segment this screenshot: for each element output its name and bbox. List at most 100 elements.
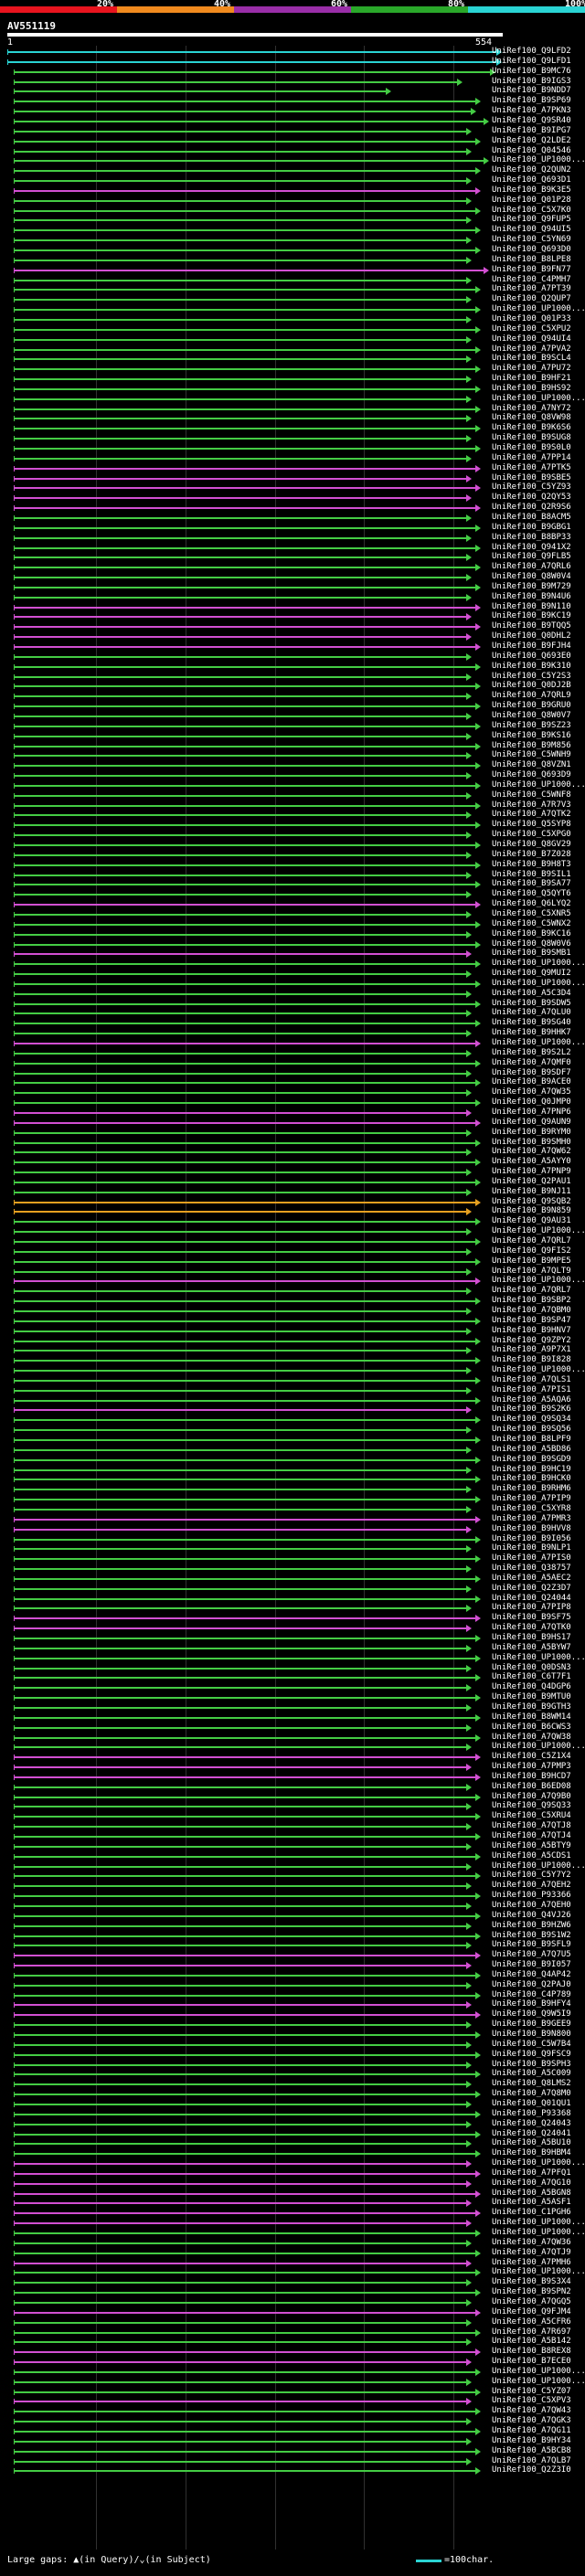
hit-label[interactable]: UniRef100_A5BTY9 [492,1840,571,1850]
hit-row[interactable]: UniRef100_C4PMH7 [0,275,585,286]
hit-label[interactable]: UniRef100_B9SCL4 [492,354,571,364]
hit-row[interactable]: UniRef100_B9FN77 [0,265,585,276]
hit-label[interactable]: UniRef100_B9HC19 [492,1464,571,1474]
hit-row[interactable]: UniRef100_C5XPG0 [0,830,585,841]
hit-label[interactable]: UniRef100_A7PIP8 [492,1603,571,1613]
hit-label[interactable]: UniRef100_B9K6S6 [492,423,571,433]
hit-row[interactable]: UniRef100_B9MC76 [0,67,585,78]
hit-label[interactable]: UniRef100_Q9SQ33 [492,1801,571,1811]
hit-row[interactable]: UniRef100_B9HFY4 [0,1999,585,2010]
hit-row[interactable]: UniRef100_A7QTJ4 [0,1831,585,1842]
hit-label[interactable]: UniRef100_Q693D0 [492,245,571,254]
hit-label[interactable]: UniRef100_B9SG40 [492,1018,571,1028]
hit-label[interactable]: UniRef100_A7QTJ4 [492,1831,571,1840]
hit-row[interactable]: UniRef100_B9NJ11 [0,1187,585,1198]
hit-label[interactable]: UniRef100_Q01P33 [492,313,571,323]
hit-label[interactable]: UniRef100_B9SDW5 [492,998,571,1008]
hit-label[interactable]: UniRef100_B9SZ23 [492,720,571,730]
hit-label[interactable]: UniRef100_UP1000... [492,2158,585,2168]
hit-label[interactable]: UniRef100_A7Q9B0 [492,1791,571,1801]
hit-row[interactable]: UniRef100_Q9SQ33 [0,1801,585,1812]
hit-row[interactable]: UniRef100_UP1000... [0,2158,585,2169]
hit-row[interactable]: UniRef100_A7QW43 [0,2406,585,2417]
hit-row[interactable]: UniRef100_Q8W0V7 [0,711,585,722]
hit-row[interactable]: UniRef100_Q2PAJ0 [0,1979,585,1991]
hit-row[interactable]: UniRef100_B9I056 [0,1534,585,1545]
hit-row[interactable]: UniRef100_B9SF75 [0,1613,585,1624]
hit-label[interactable]: UniRef100_B9TQQ5 [492,621,571,631]
hit-label[interactable]: UniRef100_C5YZ07 [492,2386,571,2396]
hit-label[interactable]: UniRef100_C5Y2S3 [492,671,571,681]
hit-label[interactable]: UniRef100_Q2PAJ0 [492,1979,571,1989]
hit-label[interactable]: UniRef100_B9FJH4 [492,641,571,651]
hit-label[interactable]: UniRef100_Q01P28 [492,195,571,205]
hit-label[interactable]: UniRef100_B9IPG7 [492,125,571,135]
hit-row[interactable]: UniRef100_B9KC16 [0,929,585,940]
hit-label[interactable]: UniRef100_A7QLB7 [492,2455,571,2465]
hit-label[interactable]: UniRef100_Q38757 [492,1564,571,1574]
hit-label[interactable]: UniRef100_B9HBM4 [492,2148,571,2158]
hit-row[interactable]: UniRef100_A7Q7U5 [0,1950,585,1961]
hit-row[interactable]: UniRef100_B8BP33 [0,532,585,544]
hit-row[interactable]: UniRef100_Q4DGP6 [0,1682,585,1693]
hit-label[interactable]: UniRef100_A5BYW7 [492,1642,571,1652]
hit-label[interactable]: UniRef100_B9RHM6 [492,1484,571,1494]
hit-label[interactable]: UniRef100_Q8W0V4 [492,572,571,582]
hit-row[interactable]: UniRef100_C5XYR8 [0,1504,585,1515]
hit-row[interactable]: UniRef100_A7R697 [0,2327,585,2338]
hit-row[interactable]: UniRef100_B9SMH0 [0,1138,585,1149]
hit-label[interactable]: UniRef100_Q9LFD2 [492,47,571,56]
hit-row[interactable]: UniRef100_Q0DJ2B [0,681,585,692]
hit-label[interactable]: UniRef100_B9GEE9 [492,2019,571,2030]
hit-label[interactable]: UniRef100_B9SMB1 [492,949,571,959]
hit-row[interactable]: UniRef100_Q9W5I9 [0,2009,585,2020]
hit-row[interactable]: UniRef100_A7QLB7 [0,2455,585,2467]
hit-row[interactable]: UniRef100_A5BD86 [0,1445,585,1456]
hit-label[interactable]: UniRef100_B8BP33 [492,532,571,542]
hit-row[interactable]: UniRef100_B9HY34 [0,2436,585,2447]
hit-label[interactable]: UniRef100_Q9W5I9 [492,2009,571,2019]
hit-row[interactable]: UniRef100_B9S3X4 [0,2277,585,2288]
hit-label[interactable]: UniRef100_A7PMP3 [492,1762,571,1772]
hit-row[interactable]: UniRef100_C1PGH6 [0,2208,585,2219]
hit-label[interactable]: UniRef100_Q2QY53 [492,493,571,503]
hit-label[interactable]: UniRef100_B9SPH3 [492,2059,571,2069]
hit-label[interactable]: UniRef100_A7QLT9 [492,1266,571,1276]
hit-row[interactable]: UniRef100_A7PP14 [0,453,585,464]
hit-row[interactable]: UniRef100_C6T7F1 [0,1672,585,1683]
hit-label[interactable]: UniRef100_C5XNR5 [492,908,571,918]
hit-label[interactable]: UniRef100_B9RYM0 [492,1127,571,1137]
hit-label[interactable]: UniRef100_C5Z1X4 [492,1752,571,1762]
hit-row[interactable]: UniRef100_A7QBM0 [0,1306,585,1317]
hit-label[interactable]: UniRef100_B9HFY4 [492,1999,571,2009]
hit-row[interactable]: UniRef100_B9HNV7 [0,1326,585,1337]
hit-row[interactable]: UniRef100_B9GRU0 [0,701,585,712]
hit-label[interactable]: UniRef100_A7PT39 [492,284,571,294]
hit-row[interactable]: UniRef100_B9HVV8 [0,1524,585,1535]
hit-row[interactable]: UniRef100_UP1000... [0,1742,585,1753]
hit-label[interactable]: UniRef100_A7QTK0 [492,1623,571,1633]
hit-row[interactable]: UniRef100_A5BCB8 [0,2446,585,2457]
hit-row[interactable]: UniRef100_B9SCL4 [0,354,585,365]
hit-row[interactable]: UniRef100_A5B142 [0,2337,585,2348]
hit-row[interactable]: UniRef100_Q941X2 [0,543,585,554]
hit-row[interactable]: UniRef100_Q5QYT6 [0,889,585,900]
hit-label[interactable]: UniRef100_A5CFR6 [492,2316,571,2327]
hit-row[interactable]: UniRef100_B9FJH4 [0,641,585,652]
hit-row[interactable]: UniRef100_B9MPE5 [0,1256,585,1267]
hit-label[interactable]: UniRef100_B9IGS3 [492,76,571,86]
hit-row[interactable]: UniRef100_B9SGD9 [0,1455,585,1466]
hit-row[interactable]: UniRef100_B9IGS3 [0,76,585,88]
hit-row[interactable]: UniRef100_A7QLT9 [0,1267,585,1277]
hit-row[interactable]: UniRef100_Q693D9 [0,770,585,781]
hit-row[interactable]: UniRef100_Q94UI5 [0,225,585,236]
hit-row[interactable]: UniRef100_B9HHK7 [0,1028,585,1039]
hit-label[interactable]: UniRef100_P93368 [492,2108,571,2118]
hit-row[interactable]: UniRef100_A7Q9B0 [0,1791,585,1803]
hit-label[interactable]: UniRef100_UP1000... [492,393,585,403]
hit-row[interactable]: UniRef100_A7QLU0 [0,1008,585,1019]
hit-label[interactable]: UniRef100_B9SFL9 [492,1940,571,1950]
hit-row[interactable]: UniRef100_A7PFQ1 [0,2168,585,2179]
hit-label[interactable]: UniRef100_A9P7X1 [492,1345,571,1355]
hit-row[interactable]: UniRef100_Q2R9S6 [0,503,585,514]
